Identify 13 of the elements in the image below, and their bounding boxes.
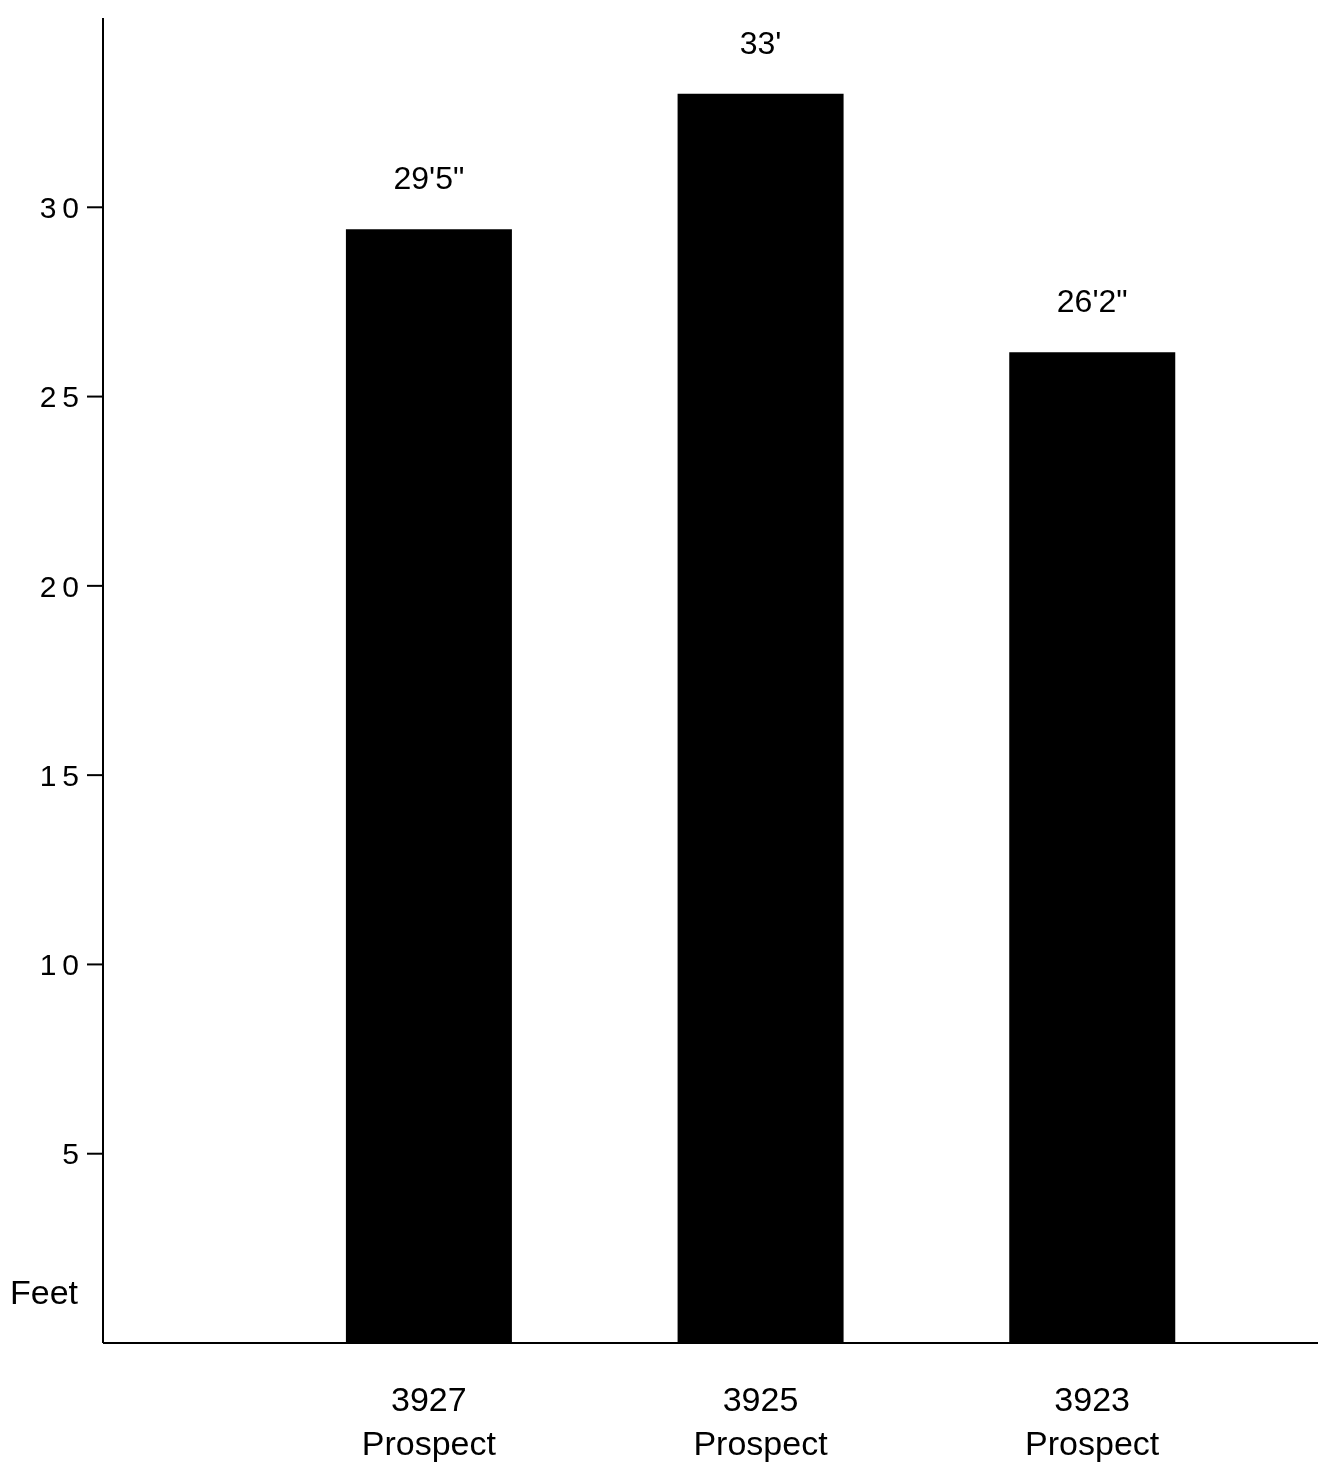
y-tick-label: 5	[62, 1137, 85, 1171]
data-label: 33'	[739, 24, 782, 61]
y-tick-label: 30	[39, 190, 85, 224]
data-label: 26'2"	[1056, 283, 1128, 320]
x-tick-label: 3927 Prospect	[361, 1380, 497, 1462]
y-tick-label: 25	[39, 380, 85, 414]
y-tick-label: 20	[39, 569, 85, 603]
x-tick-label: 3923 Prospect	[1025, 1380, 1160, 1462]
y-tick-label: 10	[39, 948, 85, 982]
y-axis-title: Feet	[10, 1273, 79, 1312]
y-tick-label: 15	[39, 758, 85, 792]
x-tick-label: 3925 Prospect	[693, 1380, 829, 1462]
data-label: 29'5"	[393, 160, 465, 197]
